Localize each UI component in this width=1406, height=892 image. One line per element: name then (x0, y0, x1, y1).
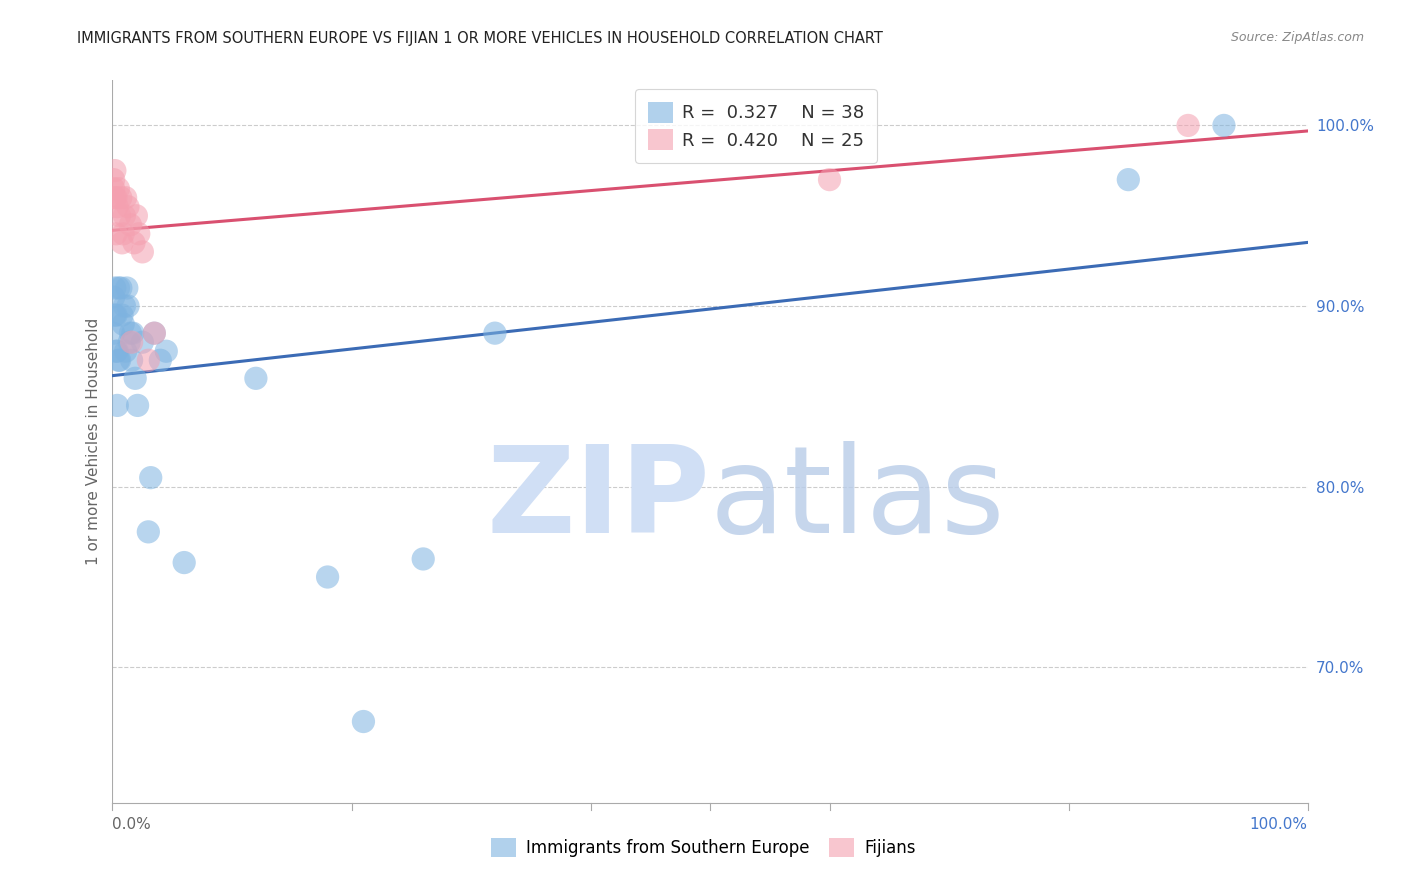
Text: 0.0%: 0.0% (112, 817, 152, 832)
Point (1177, 119, 1199, 133)
Point (108, 353, 131, 368)
Text: 100.0%: 100.0% (1250, 817, 1308, 832)
Text: atlas: atlas (710, 441, 1005, 558)
Point (114, 191, 136, 205)
Point (484, 326, 506, 340)
Legend: R =  0.327    N = 38, R =  0.420    N = 25: R = 0.327 N = 38, R = 0.420 N = 25 (636, 89, 877, 162)
Point (103, 326, 125, 340)
Point (105, 344, 128, 359)
Point (103, 172, 125, 186)
Point (117, 299, 139, 313)
Point (128, 227, 150, 241)
Point (125, 209, 148, 223)
Point (120, 326, 142, 340)
Point (112, 317, 135, 331)
Point (103, 290, 125, 304)
Point (124, 371, 146, 385)
Point (110, 191, 132, 205)
Point (117, 200, 139, 214)
Point (104, 281, 127, 295)
Point (173, 556, 195, 570)
Point (104, 163, 127, 178)
Point (245, 371, 267, 385)
Point (111, 308, 134, 322)
Point (105, 344, 128, 359)
Point (412, 552, 434, 566)
Point (127, 398, 149, 412)
Text: Source: ZipAtlas.com: Source: ZipAtlas.com (1230, 31, 1364, 45)
Legend: Immigrants from Southern Europe, Fijians: Immigrants from Southern Europe, Fijians (482, 830, 924, 866)
Point (1118, 172, 1140, 186)
Point (143, 326, 166, 340)
Point (121, 326, 143, 340)
Point (120, 218, 142, 232)
Point (138, 524, 160, 539)
Point (118, 335, 141, 350)
Point (149, 353, 172, 368)
Point (115, 281, 138, 295)
Point (114, 209, 135, 223)
Point (105, 308, 128, 322)
Point (105, 191, 128, 205)
Point (105, 398, 128, 412)
Point (107, 353, 129, 368)
Point (111, 235, 134, 250)
Point (155, 344, 177, 359)
Point (121, 335, 143, 350)
Point (107, 281, 129, 295)
Text: IMMIGRANTS FROM SOUTHERN EUROPE VS FIJIAN 1 OR MORE VEHICLES IN HOUSEHOLD CORREL: IMMIGRANTS FROM SOUTHERN EUROPE VS FIJIA… (77, 31, 883, 46)
Point (131, 335, 153, 350)
Point (139, 470, 162, 484)
Point (138, 353, 160, 368)
Point (103, 181, 125, 195)
Point (105, 200, 128, 214)
Point (114, 344, 136, 359)
Point (104, 191, 127, 205)
Point (143, 326, 166, 340)
Point (316, 570, 339, 584)
Point (114, 299, 135, 313)
Text: ZIP: ZIP (486, 441, 710, 558)
Point (121, 353, 143, 368)
Point (112, 227, 135, 241)
Point (131, 244, 153, 259)
Point (107, 181, 129, 195)
Point (108, 209, 131, 223)
Point (818, 172, 841, 186)
Point (1213, 119, 1236, 133)
Point (122, 235, 145, 250)
Point (110, 281, 132, 295)
Y-axis label: 1 or more Vehicles in Household: 1 or more Vehicles in Household (86, 318, 101, 566)
Point (105, 227, 128, 241)
Point (352, 714, 374, 729)
Point (104, 308, 127, 322)
